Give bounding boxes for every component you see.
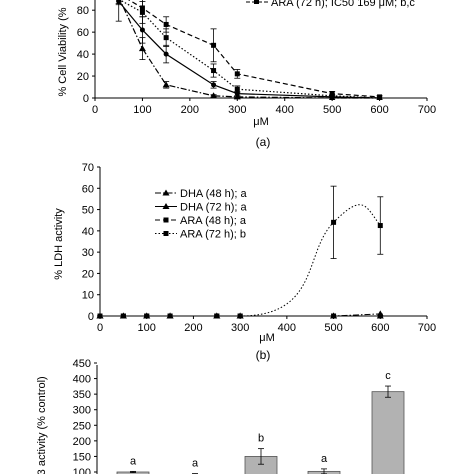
panel-c-y-tick-label: 150	[73, 451, 91, 463]
panel-a-x-tick-label: 500	[323, 104, 341, 116]
panel-c-y-tick-label: 450	[73, 358, 91, 370]
panel-a-series-1-point	[139, 27, 145, 33]
panel-b-legend-3-label: ARA (48 h); a	[180, 215, 247, 227]
panel-a-x-axis-label: μM	[253, 116, 269, 128]
panel-a-series-1-point	[211, 82, 217, 88]
panel-b-legend-2-marker	[162, 203, 170, 209]
panel-a-series-3-line	[118, 0, 380, 99]
panel-c-data-label: b	[258, 433, 264, 445]
panel-a-label: (a)	[256, 135, 271, 149]
panel-a-series-4-line	[127, 0, 380, 98]
panel-a-y-tick-label: 20	[77, 71, 89, 83]
panel-b-x-tick-label: 600	[371, 322, 389, 334]
panel-a-x-tick-label: 700	[418, 104, 436, 116]
panel-a-series-4-point	[139, 5, 145, 11]
panel-a-series-4-point	[329, 91, 335, 97]
panel-c-bar	[371, 391, 405, 474]
panel-b-x-tick-label: 500	[324, 322, 342, 334]
panel-a-series-2-point	[210, 92, 218, 99]
panel-b-series-4-point	[331, 219, 337, 225]
panel-b-x-tick-label: 100	[138, 322, 156, 334]
panel-b-legend-2-label: DHA (72 h); a	[180, 202, 248, 214]
panel-b-label: (b)	[256, 348, 271, 362]
panel-a-series-4-point	[211, 42, 217, 48]
panel-c-data-label: a	[321, 453, 328, 465]
panel-a-y-tick-label: 80	[77, 5, 89, 17]
panel-b-legend-4-marker	[163, 231, 169, 236]
panel-b-y-tick-label: 30	[82, 247, 94, 259]
panel-c-y-tick-label: 100	[73, 467, 91, 474]
panel-a-chart: 0 20 40 60 80 0 100 200 300 400 500 600 700 % Cell …	[57, 0, 436, 149]
legend-a-entry: ARA (72 h); IC50 169 μM; b,c	[271, 0, 415, 9]
panel-b-x-axis-label: μM	[259, 332, 275, 344]
panel-a-y-axis-label: % Cell Viability (%	[57, 7, 69, 96]
panel-b-series-4-point	[377, 223, 383, 229]
panel-a-series-3-point	[116, 0, 122, 2]
panel-c-y-tick-label: 250	[73, 420, 91, 432]
panel-a-y-tick-label: 0	[83, 93, 89, 105]
panel-a-x-tick-label: 300	[228, 104, 246, 116]
panel-a-x-tick-label: 100	[133, 104, 151, 116]
panel-a-series-1-point	[163, 51, 169, 57]
panel-b-y-tick-label: 20	[82, 268, 94, 280]
panel-a-series-3-point	[211, 68, 217, 74]
panel-b-legend-4-label: ARA (72 h); b	[180, 229, 246, 241]
panel-b-x-tick-label: 0	[97, 322, 103, 334]
panel-b-y-tick-label: 0	[88, 311, 94, 323]
panel-b-y-tick-label: 70	[82, 162, 94, 174]
panel-c-y-tick-label: 400	[73, 374, 91, 386]
panel-a-series-2-line	[119, 0, 380, 99]
panel-a-series-4-point	[163, 21, 169, 27]
panel-a-series-3-point	[163, 35, 169, 41]
panel-b-legend-1-marker	[162, 189, 170, 196]
panel-a-x-tick-label: 400	[276, 104, 294, 116]
panel-a-series-2-point	[138, 45, 146, 52]
panel-b-x-tick-label: 300	[231, 322, 249, 334]
panel-c-y-tick-label: 300	[73, 405, 91, 417]
panel-b-legend-3-marker	[163, 217, 169, 223]
panel-b-x-tick-label: 400	[278, 322, 296, 334]
panel-a-y-tick-label: 60	[77, 27, 89, 39]
panel-a-series-1-line	[118, 1, 380, 99]
panel-b-y-tick-label: 60	[82, 183, 94, 195]
panel-c-y-tick-label: 200	[73, 436, 91, 448]
panel-b-y-axis-label: % LDH activity	[53, 208, 65, 280]
panel-c-data-label: c	[385, 370, 391, 382]
panel-b-chart: 0 10 20 30 40 50 60 70 0 100 200 300 400 500 600 700 %…	[53, 162, 436, 362]
panel-c-y-axis-label: se 3 activity (% control)	[36, 376, 48, 474]
panel-b-y-tick-label: 10	[82, 290, 94, 302]
panel-a-series-2-point	[162, 81, 170, 88]
panel-b-x-tick-label: 200	[184, 322, 202, 334]
panel-b-y-tick-label: 50	[82, 205, 94, 217]
panel-b-x-tick-label: 700	[418, 322, 436, 334]
panel-a-x-tick-label: 600	[370, 104, 388, 116]
panel-a-series-4-point	[377, 94, 383, 100]
panel-a-x-tick-label: 200	[181, 104, 199, 116]
panel-c-data-label: a	[130, 455, 137, 467]
panel-c-data-label: a	[192, 458, 199, 470]
panel-b-legend-1-label: DHA (48 h); a	[180, 188, 248, 200]
panel-a-x-tick-label: 0	[92, 104, 98, 116]
panel-b-y-tick-label: 40	[82, 226, 94, 238]
panel-a-series-4-point	[234, 71, 240, 77]
legend-a-square-marker	[254, 0, 259, 4]
panel-a-y-tick-label: 40	[77, 49, 89, 61]
panel-a-series-3-point	[234, 86, 240, 92]
panel-c-y-tick-label: 350	[73, 389, 91, 401]
panel-c-chart: a a b a c 100 150 200 250 300 350 400 450 se 3 acti…	[36, 358, 405, 474]
